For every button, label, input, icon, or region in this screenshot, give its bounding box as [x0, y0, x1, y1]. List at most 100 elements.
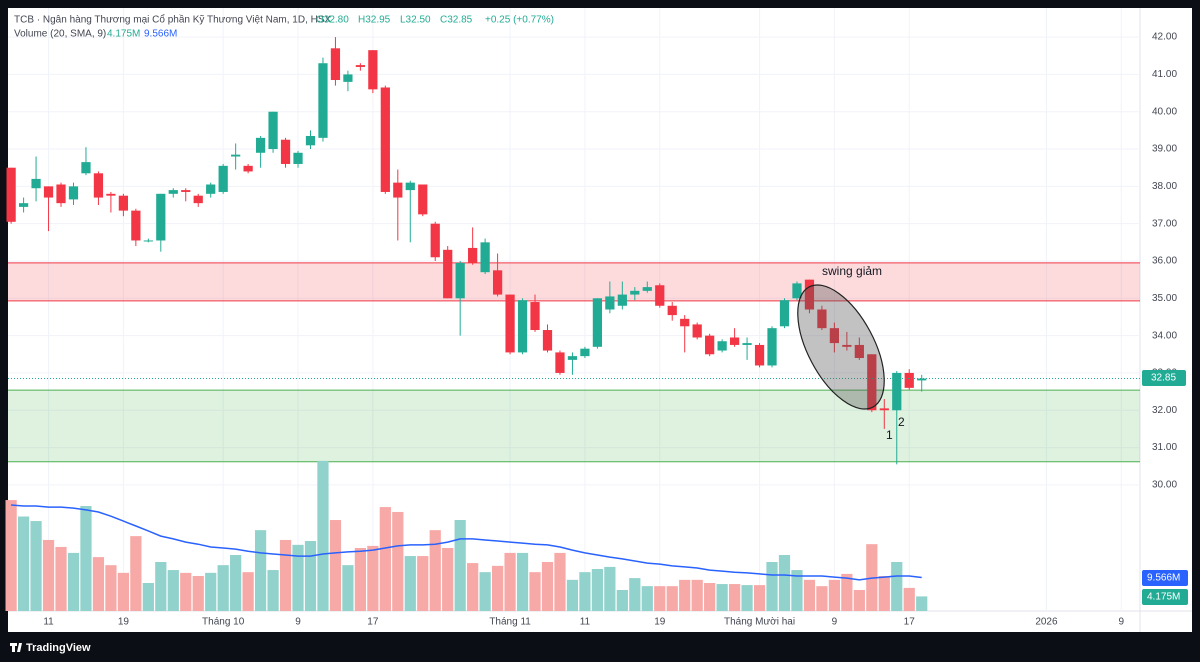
volume-bar [679, 579, 691, 611]
x-tick-label: Tháng 10 [202, 617, 245, 628]
candle-body [580, 348, 590, 357]
volume-bar [279, 539, 292, 611]
sma-value: 9.566M [144, 29, 177, 40]
candle-body [917, 378, 927, 381]
volume-bar [254, 530, 267, 611]
volume-bar [516, 552, 529, 611]
x-tick-label: 11 [580, 617, 591, 628]
y-tick-label: 36.00 [1152, 256, 1177, 267]
candle-body [655, 285, 665, 306]
candle-body [106, 193, 116, 196]
candle-body [667, 305, 677, 316]
candle-body [480, 242, 490, 273]
volume-bar [205, 572, 217, 611]
volume-bar [342, 565, 354, 611]
candle-body [617, 294, 627, 306]
volume-bar [454, 520, 466, 611]
volume-bar [180, 572, 192, 611]
candle-body [218, 165, 228, 192]
volume-bar [42, 539, 55, 611]
y-tick-label: 34.00 [1152, 330, 1177, 341]
y-tick-label: 31.00 [1152, 442, 1177, 453]
annotation: swing giảm [822, 264, 882, 278]
candle-body [829, 328, 840, 344]
ohlc: L32.50 [400, 15, 431, 26]
volume-bar [479, 572, 491, 611]
volume-bar [654, 586, 666, 611]
volume-bar [404, 556, 416, 611]
candle-body [418, 184, 428, 215]
x-tick-label: 9 [1119, 617, 1125, 628]
x-tick-label: 19 [118, 617, 130, 628]
candle-body [405, 182, 415, 191]
x-tick-label: 2026 [1035, 617, 1058, 628]
volume-bar [354, 548, 366, 611]
candle-body [156, 193, 166, 241]
volume-bar [878, 576, 890, 611]
volume-badge [1142, 589, 1188, 605]
volume-bar [841, 573, 853, 611]
volume-bar [392, 511, 404, 611]
annotation: 1 [886, 428, 893, 442]
sma-badge [1142, 570, 1188, 586]
candle-body [729, 337, 740, 345]
x-tick-label: 11 [43, 617, 54, 628]
volume-bar [417, 556, 429, 611]
candle-body [318, 63, 328, 138]
candle-body [293, 152, 303, 164]
candle-body [879, 408, 889, 411]
candle-body [355, 65, 366, 67]
candle-body [754, 344, 765, 366]
volume-bar [828, 579, 841, 611]
candle-body [630, 290, 640, 295]
ohlc: O32.80 [316, 15, 349, 26]
candle-body [231, 154, 241, 157]
volume-bar [5, 500, 17, 611]
candle-body [455, 262, 465, 299]
y-tick-label: 37.00 [1152, 218, 1177, 229]
x-tick-label: 9 [295, 617, 301, 628]
swing-ellipse [797, 284, 885, 410]
candle-body [31, 178, 41, 189]
candle-body [255, 137, 266, 153]
volume-bar [67, 552, 80, 611]
candle-body [243, 165, 253, 172]
ohlc: H32.95 [358, 15, 391, 26]
volume-bar [766, 562, 778, 611]
candle-body [93, 173, 104, 198]
volume-bar [741, 585, 753, 611]
volume-bar [916, 596, 928, 611]
y-tick-label: 38.00 [1152, 181, 1177, 192]
candle-body [792, 283, 802, 299]
x-tick-label: 17 [367, 617, 379, 628]
candle-body [742, 343, 752, 345]
volume-bar [691, 579, 703, 611]
candle-body [680, 318, 690, 327]
y-tick-label: 40.00 [1152, 106, 1177, 117]
candle-body [280, 139, 291, 164]
candle-body [817, 309, 827, 329]
candle-body [368, 50, 378, 90]
volume-bar [504, 552, 516, 611]
volume-bar [142, 583, 154, 611]
volume-bar [17, 516, 30, 611]
volume-bar [853, 590, 865, 611]
candle-body [705, 335, 715, 355]
candle-body [592, 298, 603, 347]
x-tick-label: Tháng 11 [489, 617, 531, 628]
candle-body [343, 74, 353, 82]
volume-bar [155, 562, 167, 611]
candle-body [206, 184, 216, 194]
annotation: 2 [898, 415, 905, 429]
y-tick-label: 35.00 [1152, 293, 1177, 304]
candle-body [43, 186, 54, 198]
volume-bar [541, 562, 554, 611]
volume-bar [442, 548, 454, 611]
x-tick-label: 19 [654, 617, 666, 628]
volume-bar [92, 557, 105, 611]
x-tick-label: Tháng Mười hai [724, 617, 795, 628]
volume-bar [30, 521, 42, 611]
volume-bar [230, 555, 242, 611]
candle-body [505, 294, 515, 353]
zone [8, 262, 1140, 301]
